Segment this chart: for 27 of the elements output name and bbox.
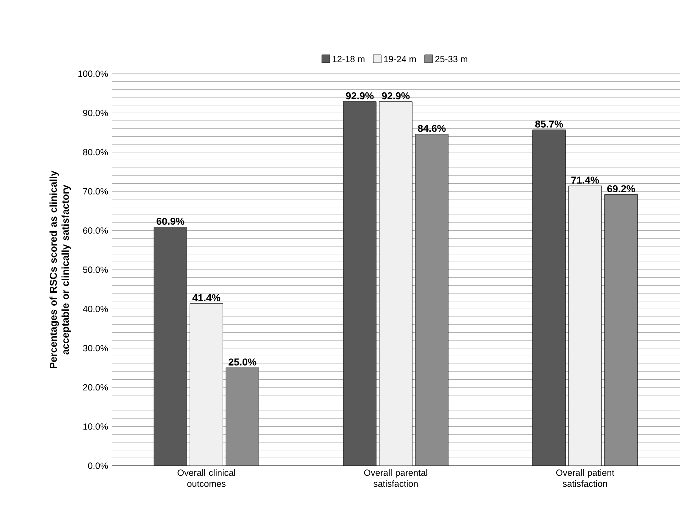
y-axis-title: Percentages of RSCs scored as clinically acceptable or clinically satisfactory [50, 170, 72, 369]
y-tick-label: 20.0% [83, 384, 108, 391]
y-tick-label: 10.0% [84, 424, 108, 430]
x-tick-label: Overall clinical outcomes [178, 470, 236, 488]
y-tick-label: 80.0% [83, 149, 108, 156]
legend-label: 19-24 m [384, 56, 416, 63]
data-label: 25.0% [228, 358, 257, 366]
x-tick-label: Overall parental satisfaction [364, 470, 428, 488]
y-tick-label: 30.0% [83, 345, 108, 352]
data-label: 60.9% [156, 218, 185, 226]
y-tick-label: 50.0% [83, 266, 108, 274]
x-tick-label: Overall patient satisfaction [556, 470, 615, 488]
legend-label: 25-33 m [436, 56, 468, 63]
data-label: 69.2% [608, 185, 636, 193]
data-label: 92.9% [346, 92, 374, 100]
y-tick-label: 90.0% [83, 110, 108, 116]
y-tick-label: 40.0% [83, 306, 108, 312]
data-label: 71.4% [572, 176, 600, 184]
data-label: 41.4% [192, 294, 221, 302]
y-tick-label: 0.0% [88, 462, 108, 470]
y-tick-label: 70.0% [83, 188, 108, 195]
y-tick-label: 60.0% [83, 228, 108, 234]
legend-label: 12-18 m [332, 56, 365, 63]
data-label: 84.6% [418, 125, 446, 132]
data-label: 92.9% [382, 92, 410, 100]
data-label: 85.7% [535, 120, 564, 128]
y-tick-label: 100.0% [78, 70, 108, 78]
